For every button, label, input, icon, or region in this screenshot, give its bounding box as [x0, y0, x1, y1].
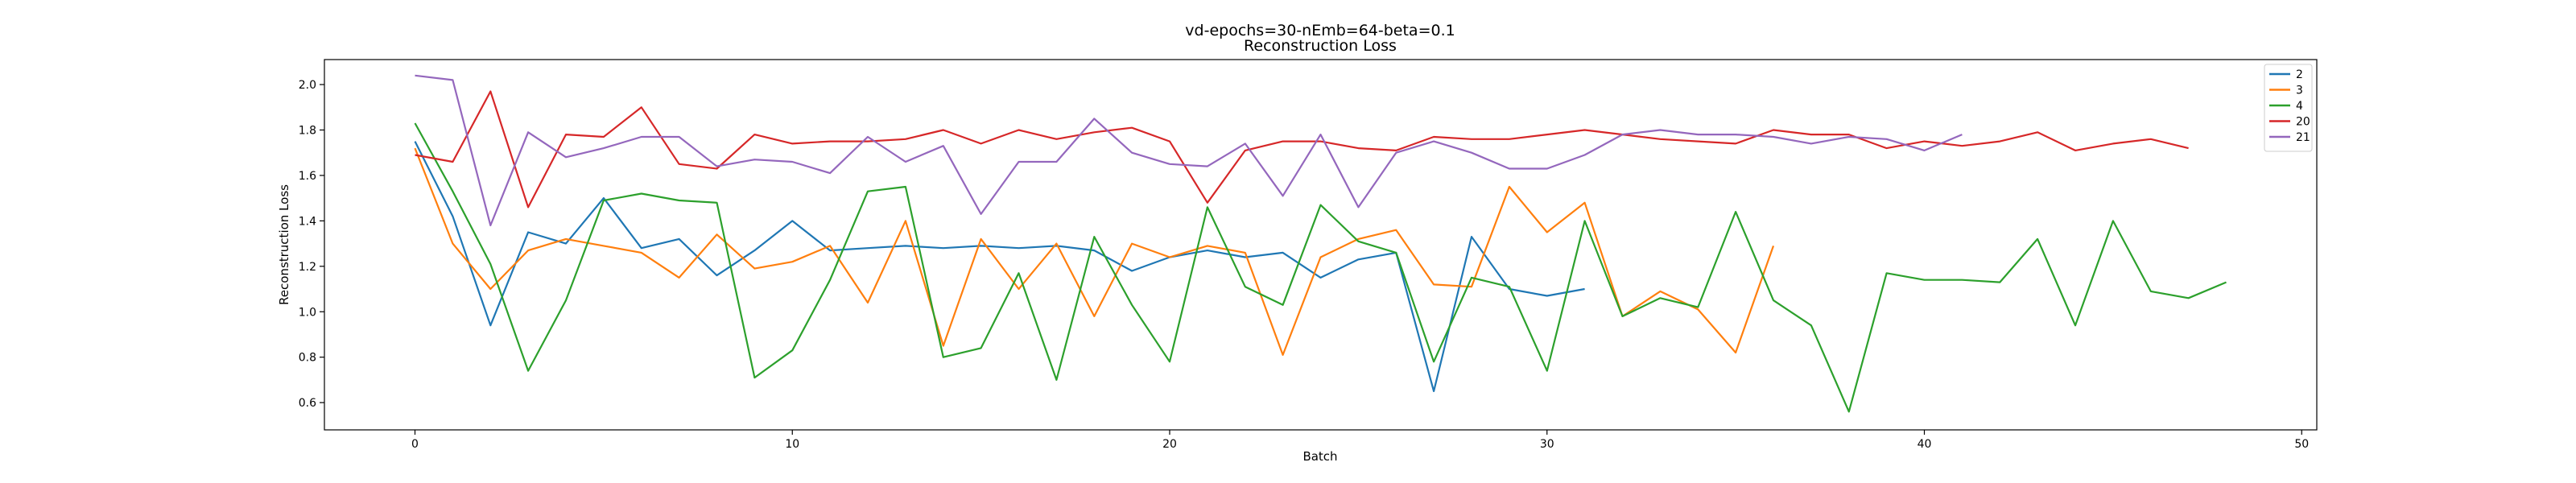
series-line-20: [415, 90, 2189, 208]
legend-entries: 2 3 4 20 21: [2269, 68, 2310, 144]
plot-area-frame: [324, 59, 2318, 431]
chart-subtitle: Reconstruction Loss: [1244, 37, 1397, 55]
chart-title: vd-epochs=30-nEmb=64-beta=0.1: [1185, 22, 1455, 39]
y-tick-label: 1.4: [299, 215, 316, 228]
y-axis-label: Reconstruction Loss: [277, 184, 291, 305]
legend: 2 3 4 20 21: [2264, 64, 2313, 152]
x-tick-label: 20: [1162, 438, 1177, 451]
y-tick-label: 1.2: [299, 261, 316, 274]
x-tick-label: 30: [1540, 438, 1554, 451]
legend-label-4: 4: [2296, 100, 2303, 113]
legend-box: [2264, 64, 2313, 152]
x-tick-label: 0: [411, 438, 419, 451]
x-tick-label: 50: [2294, 438, 2309, 451]
series-line-2: [414, 141, 1585, 393]
y-tick-label: 0.6: [299, 397, 316, 410]
x-tick-label: 40: [1918, 438, 1932, 451]
y-tick-label: 1.0: [299, 306, 316, 319]
legend-label-2: 2: [2296, 68, 2303, 81]
legend-label-3: 3: [2296, 85, 2303, 97]
series-line-4: [414, 122, 2227, 413]
y-axis-ticks: 0.6 0.8 1.0 1.2 1.4 1.6 1.8 2.0: [299, 79, 324, 410]
series-line-3: [414, 147, 1775, 356]
legend-label-20: 20: [2296, 116, 2310, 129]
series-line-21: [415, 74, 1963, 227]
series-layer: [414, 74, 2227, 413]
y-tick-label: 1.8: [299, 124, 316, 137]
y-tick-label: 0.8: [299, 352, 316, 365]
legend-label-21: 21: [2296, 131, 2310, 144]
x-axis-label: Batch: [1302, 449, 1337, 464]
x-axis-ticks: 0 10 20 30 40 50: [411, 430, 2309, 451]
x-tick-label: 10: [785, 438, 799, 451]
y-tick-label: 1.6: [299, 170, 316, 183]
y-tick-label: 2.0: [299, 79, 316, 92]
